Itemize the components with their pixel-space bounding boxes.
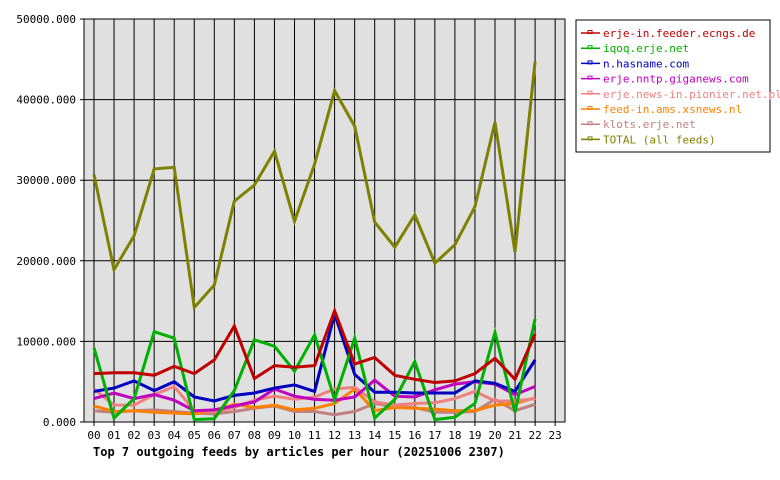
x-tick-label: 03 — [148, 429, 161, 442]
legend-item: feed-in.ams.xsnews.nl — [581, 103, 742, 116]
x-axis: 00 01 02 03 04 05 06 07 08 09 10 11 12 13 14 15 16 17 18 19… — [87, 429, 561, 442]
x-tick-label: 02 — [127, 429, 140, 442]
x-tick-label: 15 — [388, 429, 401, 442]
legend-label: klots.erje.net — [603, 118, 696, 131]
legend-marker-icon — [587, 90, 593, 95]
x-tick-label: 13 — [348, 429, 361, 442]
y-tick-label: 10000.000 — [16, 335, 76, 348]
legend-item: erje.news-in.pionier.net.pl — [581, 88, 780, 101]
x-tick-label: 14 — [368, 429, 382, 442]
x-tick-label: 04 — [168, 429, 182, 442]
y-tick-label: 50000.000 — [16, 13, 76, 26]
x-tick-label: 21 — [508, 429, 521, 442]
legend-marker-icon — [587, 106, 593, 110]
y-tick-label: 40000.000 — [16, 94, 76, 107]
legend-item: TOTAL (all feeds) — [581, 133, 716, 146]
x-tick-label: 12 — [328, 429, 341, 442]
legend-label: erje-in.feeder.ecngs.de — [603, 27, 755, 40]
legend-box — [575, 19, 771, 153]
series-line-n-hasname-com — [93, 308, 537, 403]
x-tick-label: 23 — [549, 429, 562, 442]
x-tick-label: 18 — [448, 429, 461, 442]
series-line-erje-in-feeder-ecngs-de — [93, 306, 537, 385]
series-line-erje-nntp-giganews-com — [93, 378, 536, 413]
legend-label: erje.news-in.pionier.net.pl — [603, 88, 780, 101]
x-tick-label: 11 — [308, 429, 321, 442]
legend-label: n.hasname.com — [603, 57, 689, 70]
legend-marker-icon — [587, 75, 593, 80]
x-tick-label: 10 — [288, 429, 301, 442]
legend-label: iqoq.erje.net — [603, 42, 689, 55]
legend-item: erje-in.feeder.ecngs.de — [581, 27, 755, 40]
series-lines — [92, 61, 537, 422]
legend-item: n.hasname.com — [581, 57, 689, 70]
x-tick-label: 09 — [268, 429, 281, 442]
series-line-iqoq-erje-net — [92, 318, 537, 422]
x-tick-label: 07 — [228, 429, 241, 442]
legend-marker-icon — [587, 121, 593, 126]
x-tick-label: 22 — [528, 429, 541, 442]
legend-item: erje.nntp.giganews.com — [581, 73, 749, 86]
legend-item: klots.erje.net — [581, 118, 696, 131]
x-tick-label: 05 — [188, 429, 201, 442]
y-tick-label: 20000.000 — [16, 255, 76, 268]
x-tick-label: 08 — [248, 429, 261, 442]
legend-marker-icon — [587, 60, 593, 65]
y-tick-label: 0.000 — [43, 416, 76, 429]
legend-marker-icon — [587, 136, 593, 141]
legend-label: feed-in.ams.xsnews.nl — [603, 103, 742, 116]
series-line-erje-news-in-pionier-net-pl — [93, 384, 536, 414]
x-tick-label: 06 — [208, 429, 221, 442]
legend-marker-icon — [587, 30, 593, 34]
x-tick-label: 16 — [408, 429, 421, 442]
legend: erje-in.feeder.ecngs.de iqoq.erje.net n.ha… — [575, 19, 780, 153]
legend-item: iqoq.erje.net — [581, 42, 689, 55]
y-tick-label: 30000.000 — [16, 174, 76, 187]
series-line-feed-in-ams-xsnews-nl — [93, 387, 536, 416]
x-tick-label: 17 — [428, 429, 441, 442]
legend-label: erje.nntp.giganews.com — [603, 73, 749, 86]
x-tick-label: 01 — [107, 429, 120, 442]
legend-label: TOTAL (all feeds) — [603, 133, 716, 146]
x-tick-label: 20 — [488, 429, 501, 442]
y-axis: 0.000 10000.000 20000.000 30000.000 40000.00… — [16, 13, 76, 429]
x-tick-label: 00 — [87, 429, 100, 442]
legend-marker-icon — [587, 45, 593, 50]
series-line-total-all-feeds- — [92, 61, 537, 311]
x-tick-label: 19 — [468, 429, 481, 442]
chart-title: Top 7 outgoing feeds by articles per hou… — [93, 445, 505, 459]
